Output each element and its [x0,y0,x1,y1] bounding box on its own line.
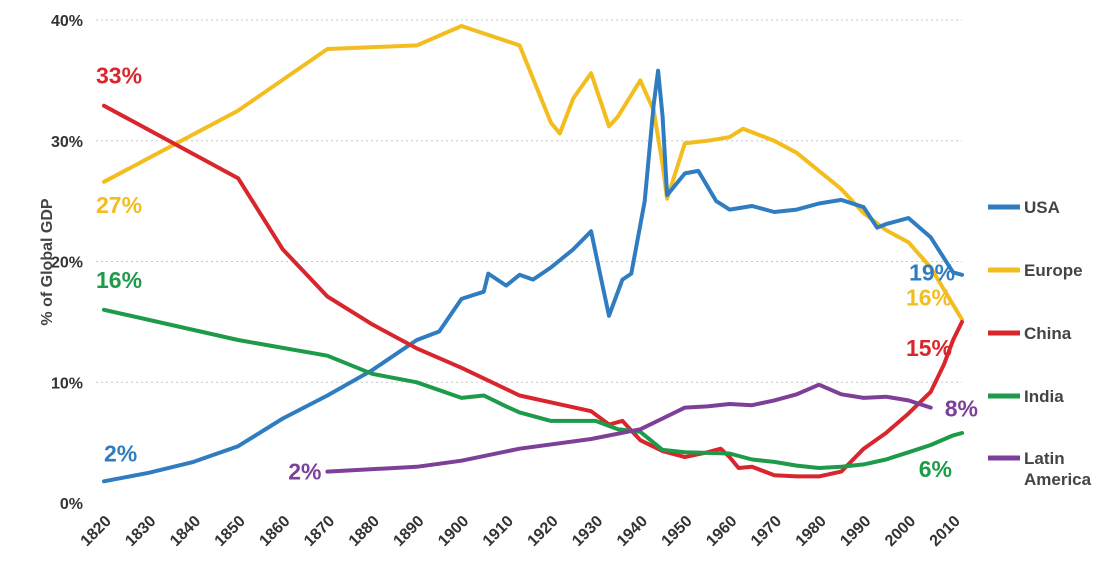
series-line-china [102,103,964,479]
y-axis-ticks: 0% 10% 20% 30% 40% [51,13,83,513]
x-tick-label: 1900 [435,513,472,550]
y-tick-label: 10% [51,375,83,392]
series-line-india [102,307,964,470]
x-tick-label: 1830 [122,513,159,550]
data-label: 16% [906,284,952,310]
series-line-europe [102,24,964,322]
data-label: 2% [288,459,321,485]
legend-label: Latin America [1024,449,1092,489]
legend-label: China [1024,324,1072,343]
x-tick-label: 1890 [390,513,427,550]
x-tick-label: 1880 [346,513,383,550]
x-tick-label: 1860 [256,513,293,550]
x-tick-label: 1970 [748,513,785,550]
x-tick-label: 1930 [569,513,606,550]
data-label: 2% [104,440,137,466]
x-tick-label: 1960 [703,513,740,550]
data-label: 6% [919,456,952,482]
y-tick-label: 20% [51,255,83,272]
x-axis-ticks: 1820 1830 1840 1850 1860 1870 1880 1890 1900 1910… [78,513,964,550]
legend: USA Europe China India Latin America [988,198,1092,489]
legend-label: India [1024,387,1064,406]
data-label: 27% [96,192,142,218]
x-tick-label: 1910 [480,513,517,550]
x-tick-label: 1850 [212,513,249,550]
series-line-latin-america [325,382,933,474]
y-tick-label: 0% [60,496,83,513]
series-line-usa [102,68,964,484]
x-tick-label: 1980 [793,513,830,550]
x-tick-label: 1990 [837,513,874,550]
data-label: 33% [96,63,142,89]
x-tick-label: 1950 [659,513,696,550]
data-label: 8% [945,396,978,422]
gridlines [96,19,962,383]
x-tick-label: 1920 [525,513,562,550]
x-tick-label: 2000 [882,513,919,550]
x-tick-label: 1870 [301,513,338,550]
legend-label: USA [1024,198,1060,217]
y-tick-label: 40% [51,13,83,30]
series-lines [102,24,964,484]
x-tick-label: 2010 [927,513,964,550]
x-tick-label: 1840 [167,513,204,550]
data-label: 19% [909,259,955,285]
legend-label: Europe [1024,261,1083,280]
data-label: 16% [96,267,142,293]
x-tick-label: 1940 [614,513,651,550]
y-axis-label: % of Global GDP [39,198,56,325]
y-tick-label: 30% [51,134,83,151]
data-label: 15% [906,335,952,361]
data-labels: 33%27%16%2%2%19%16%15%8%6% [96,63,978,485]
x-tick-label: 1820 [78,513,115,550]
